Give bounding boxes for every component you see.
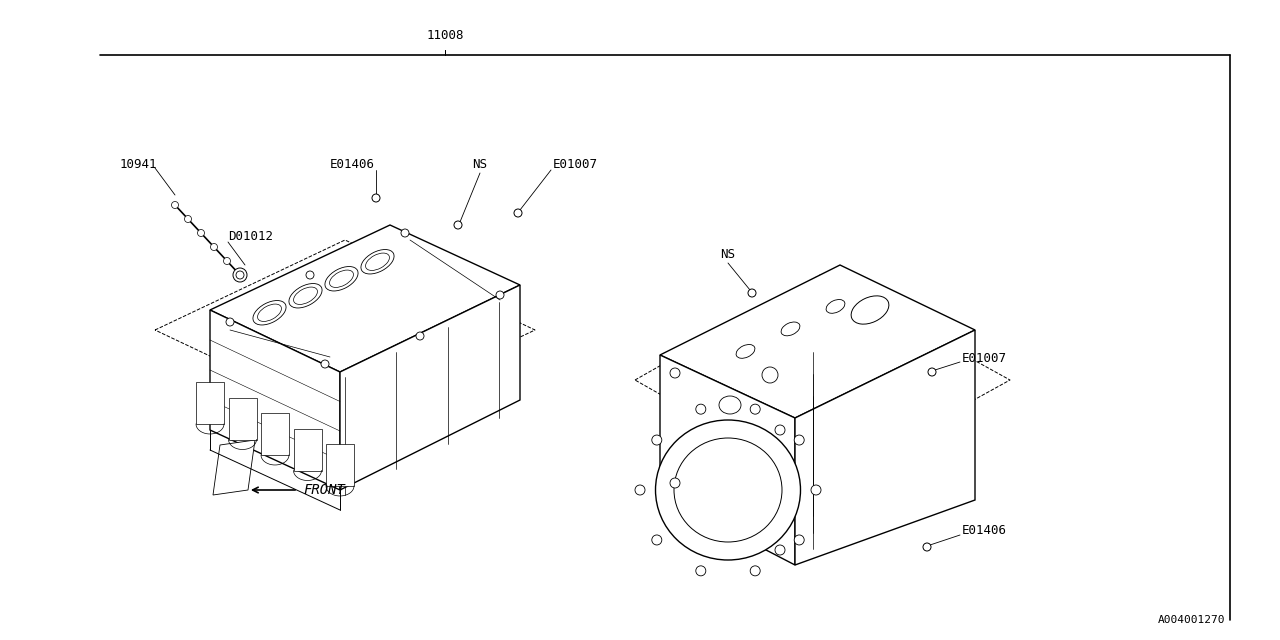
Polygon shape <box>196 382 224 424</box>
Circle shape <box>794 535 804 545</box>
Text: NS: NS <box>472 159 488 172</box>
Circle shape <box>696 566 705 576</box>
Text: NS: NS <box>721 248 736 262</box>
Circle shape <box>635 485 645 495</box>
Circle shape <box>750 404 760 414</box>
Circle shape <box>774 425 785 435</box>
Ellipse shape <box>826 300 845 314</box>
Circle shape <box>497 291 504 299</box>
Ellipse shape <box>675 438 782 542</box>
Ellipse shape <box>257 304 282 321</box>
Circle shape <box>401 229 410 237</box>
Circle shape <box>923 543 931 551</box>
Circle shape <box>237 271 243 278</box>
Circle shape <box>794 435 804 445</box>
Ellipse shape <box>719 396 741 414</box>
Polygon shape <box>261 413 289 455</box>
Polygon shape <box>212 440 255 495</box>
Text: 10941: 10941 <box>120 159 157 172</box>
Circle shape <box>416 332 424 340</box>
Circle shape <box>669 478 680 488</box>
Circle shape <box>227 318 234 326</box>
Circle shape <box>210 243 218 250</box>
Polygon shape <box>340 285 520 490</box>
Text: E01007: E01007 <box>553 159 598 172</box>
Circle shape <box>306 271 314 279</box>
Circle shape <box>762 367 778 383</box>
Ellipse shape <box>293 287 317 305</box>
Ellipse shape <box>329 270 353 287</box>
Text: E01406: E01406 <box>963 524 1007 536</box>
Circle shape <box>774 545 785 555</box>
Circle shape <box>372 194 380 202</box>
Polygon shape <box>229 397 256 440</box>
Ellipse shape <box>289 284 323 308</box>
Ellipse shape <box>655 420 800 560</box>
Text: FRONT: FRONT <box>303 483 344 497</box>
Text: E01406: E01406 <box>330 159 375 172</box>
Circle shape <box>928 368 936 376</box>
Text: E01007: E01007 <box>963 351 1007 365</box>
Circle shape <box>652 435 662 445</box>
Polygon shape <box>210 225 520 372</box>
Circle shape <box>750 566 760 576</box>
Polygon shape <box>660 355 795 565</box>
Circle shape <box>236 271 244 279</box>
Text: A004001270: A004001270 <box>1157 615 1225 625</box>
Polygon shape <box>210 310 340 490</box>
Circle shape <box>233 268 247 282</box>
Ellipse shape <box>361 250 394 274</box>
Circle shape <box>515 209 522 217</box>
Circle shape <box>696 404 705 414</box>
Circle shape <box>172 202 178 209</box>
Ellipse shape <box>366 253 389 271</box>
Polygon shape <box>326 444 355 486</box>
Ellipse shape <box>325 266 358 291</box>
Polygon shape <box>660 265 975 418</box>
Text: 11008: 11008 <box>426 29 463 42</box>
Circle shape <box>224 257 230 264</box>
Circle shape <box>652 535 662 545</box>
Ellipse shape <box>781 322 800 336</box>
Circle shape <box>748 289 756 297</box>
Circle shape <box>184 216 192 223</box>
Text: D01012: D01012 <box>228 230 273 243</box>
Polygon shape <box>795 330 975 565</box>
Ellipse shape <box>851 296 888 324</box>
Circle shape <box>812 485 820 495</box>
Circle shape <box>454 221 462 229</box>
Circle shape <box>669 368 680 378</box>
Polygon shape <box>293 429 321 470</box>
Circle shape <box>321 360 329 368</box>
Ellipse shape <box>736 344 755 358</box>
Ellipse shape <box>253 301 285 325</box>
Circle shape <box>197 230 205 237</box>
